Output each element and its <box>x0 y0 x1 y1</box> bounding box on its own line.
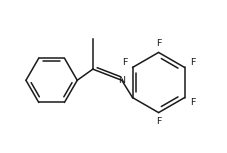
Text: F: F <box>189 58 195 67</box>
Text: F: F <box>189 98 195 107</box>
Text: F: F <box>155 39 160 48</box>
Text: F: F <box>155 118 160 127</box>
Text: N: N <box>118 76 125 85</box>
Text: F: F <box>121 58 126 67</box>
